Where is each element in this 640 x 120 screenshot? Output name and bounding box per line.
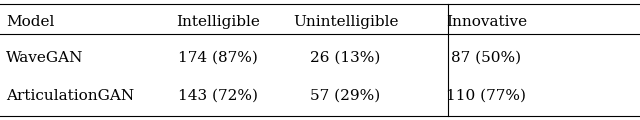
Text: Unintelligible: Unintelligible bbox=[293, 15, 398, 29]
Text: WaveGAN: WaveGAN bbox=[6, 51, 84, 65]
Text: 26 (13%): 26 (13%) bbox=[310, 51, 381, 65]
Text: Innovative: Innovative bbox=[446, 15, 527, 29]
Text: 57 (29%): 57 (29%) bbox=[310, 89, 381, 103]
Text: Model: Model bbox=[6, 15, 55, 29]
Text: 143 (72%): 143 (72%) bbox=[178, 89, 258, 103]
Text: 110 (77%): 110 (77%) bbox=[447, 89, 526, 103]
Text: 174 (87%): 174 (87%) bbox=[178, 51, 257, 65]
Text: Intelligible: Intelligible bbox=[175, 15, 260, 29]
Text: 87 (50%): 87 (50%) bbox=[451, 51, 522, 65]
Text: ArticulationGAN: ArticulationGAN bbox=[6, 89, 134, 103]
